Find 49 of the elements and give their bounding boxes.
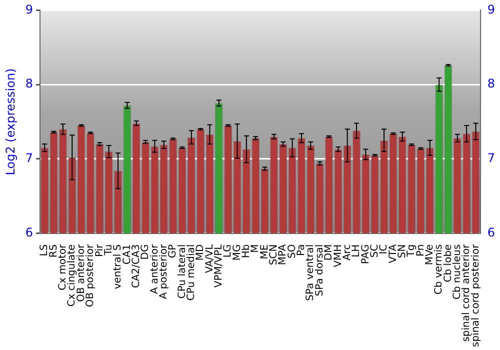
x-tick-label: Cb lobe (442, 244, 454, 282)
x-tick-label: A posterior (158, 243, 170, 300)
x-tick-label: SN (396, 244, 408, 258)
x-tick-label: spinal cord posterior (470, 243, 482, 348)
x-tick-label: MG (232, 244, 243, 261)
y2-tick-label: 7 (487, 151, 496, 166)
x-tick-label: Tu (103, 244, 114, 256)
x-tick-label: SO (286, 244, 298, 259)
x-tick-label: IC (378, 244, 390, 254)
x-tick-label: LH (351, 244, 362, 258)
x-tick-label: VMH (332, 244, 344, 268)
x-tick-label: DM (324, 244, 335, 261)
x-tick-label: CA2/CA3 (130, 244, 142, 288)
y-tick-label: 7 (25, 151, 34, 166)
y-tick-label: 9 (25, 2, 34, 16)
x-tick-label: Cx cingulate (66, 244, 78, 307)
x-tick-label: VA/VL (204, 244, 216, 274)
x-tick-label: SPa dorsal (314, 244, 326, 296)
x-tick-label: spinal cord anterior (461, 243, 472, 342)
x-tick-label: GP (168, 244, 179, 258)
x-tick-label: OB posterior (85, 243, 96, 308)
y-tick-label: 8 (25, 76, 34, 91)
x-tick-label: ME (259, 244, 270, 260)
x-tick-label: CA1 (122, 244, 133, 264)
x-tick-label: Pa (296, 244, 308, 256)
x-tick-label: MPA (278, 244, 289, 266)
x-tick-label: LG (222, 244, 234, 258)
x-tick-label: A anterior (149, 243, 160, 294)
x-tick-label: DG (140, 244, 152, 260)
x-tick-label: MD (195, 244, 206, 261)
y2-tick-label: 6 (487, 225, 496, 240)
x-tick-label: PAG (360, 244, 372, 264)
y2-tick-label: 8 (487, 76, 496, 91)
x-tick-label: Pn (415, 244, 426, 256)
x-tick-label: CPu lateral (176, 244, 188, 299)
x-tick-label: ventral S (112, 244, 124, 290)
x-tick-label: Pir (94, 243, 106, 257)
y2-tick-label: 9 (487, 2, 496, 16)
x-tick-label: Arc (342, 244, 353, 261)
x-tick-label: SC (369, 244, 380, 258)
x-tick-label: VTA (388, 244, 399, 264)
x-tick-label: LS (39, 244, 50, 256)
y-tick-label: 6 (25, 225, 34, 240)
x-tick-label: Tg (406, 244, 418, 258)
x-tick-label: RS (48, 244, 60, 258)
x-tick-label: M (250, 244, 262, 253)
x-tick-label: MVe (424, 244, 436, 266)
x-tick-label: CPu medial (186, 244, 197, 301)
y-axis-title: Log2 (expression) (3, 68, 18, 176)
